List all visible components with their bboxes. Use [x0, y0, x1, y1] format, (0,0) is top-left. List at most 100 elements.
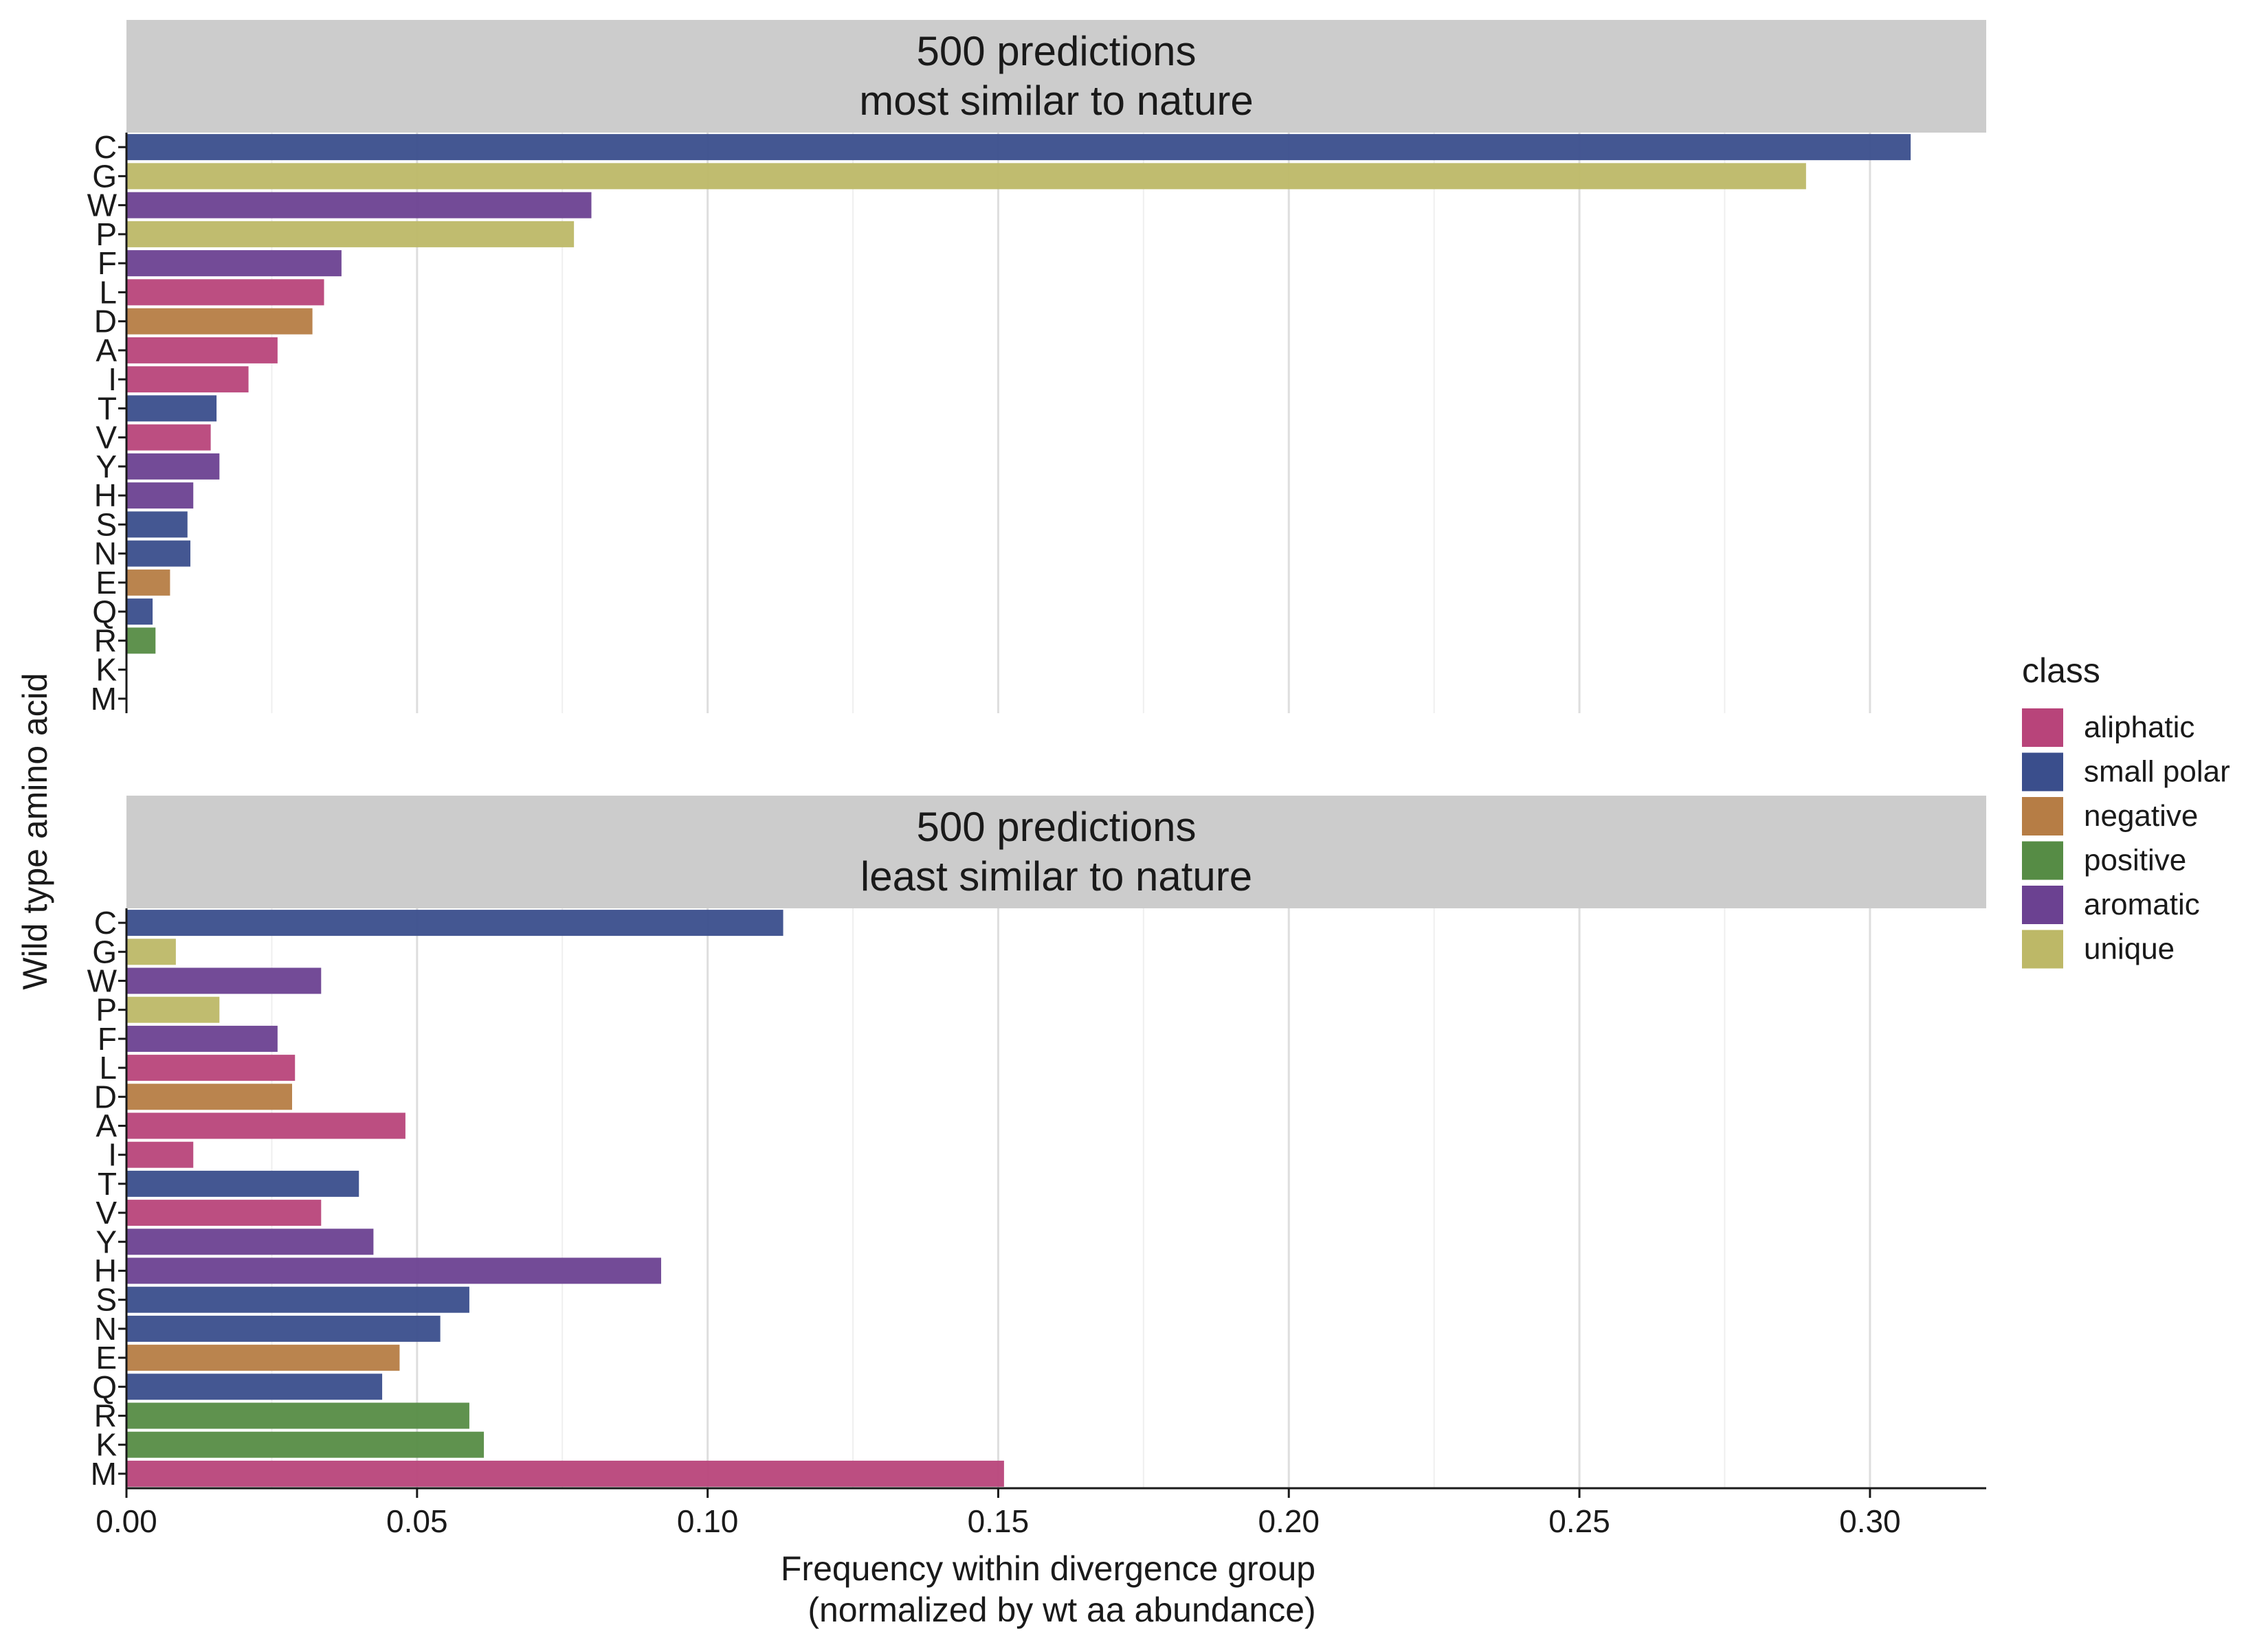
x-tick-label: 0.10: [677, 1503, 739, 1539]
panel-strip: [126, 796, 1986, 908]
x-tick-label: 0.00: [96, 1503, 157, 1539]
y-tick-label-H: H: [94, 1253, 117, 1289]
y-tick-label-R: R: [94, 622, 117, 658]
bar-G: [126, 163, 1806, 190]
bar-V: [126, 424, 211, 451]
bar-P: [126, 221, 575, 247]
x-tick-label: 0.20: [1258, 1503, 1320, 1539]
legend-label-negative: negative: [2084, 799, 2198, 833]
bar-R: [126, 1402, 469, 1429]
y-tick-label-D: D: [94, 304, 117, 339]
legend: class aliphatic small polar negative positi…: [2022, 651, 2230, 969]
x-tick-label: 0.25: [1548, 1503, 1610, 1539]
legend-label-aromatic: aromatic: [2084, 888, 2200, 921]
y-tick-label-M: M: [91, 681, 117, 717]
bar-S: [126, 1286, 469, 1313]
y-tick-label-E: E: [96, 1340, 117, 1376]
bar-Y: [126, 453, 220, 480]
y-tick-label-C: C: [94, 129, 117, 165]
bar-W: [126, 192, 592, 218]
panel-title-line1: 500 predictions: [917, 28, 1197, 74]
panel-title-line2: most similar to nature: [859, 78, 1254, 124]
legend-key-negative: [2022, 797, 2063, 835]
y-tick-label-W: W: [87, 188, 118, 223]
y-tick-label-S: S: [96, 506, 117, 542]
x-axis-title-line2: (normalized by wt aa abundance): [808, 1591, 1315, 1629]
bar-H: [126, 482, 194, 509]
y-tick-label-N: N: [94, 1311, 117, 1347]
bar-N: [126, 540, 191, 567]
y-tick-label-W: W: [87, 963, 118, 999]
bar-V: [126, 1200, 322, 1226]
legend-label-unique: unique: [2084, 932, 2175, 966]
bar-K: [126, 1431, 485, 1458]
y-tick-label-Q: Q: [92, 1369, 117, 1404]
bar-Q: [126, 598, 153, 625]
legend-label-small-polar: small polar: [2084, 755, 2230, 789]
y-tick-label-F: F: [98, 1021, 117, 1057]
y-tick-label-Y: Y: [96, 449, 117, 484]
x-tick-label: 0.30: [1839, 1503, 1901, 1539]
legend-key-aromatic: [2022, 886, 2063, 924]
y-tick-label-R: R: [94, 1398, 117, 1434]
bar-L: [126, 1055, 296, 1081]
y-tick-label-C: C: [94, 905, 117, 941]
x-tick-label: 0.05: [386, 1503, 448, 1539]
x-axis-title-line1: Frequency within divergence group: [781, 1549, 1315, 1588]
y-tick-label-Q: Q: [92, 594, 117, 629]
x-tick-label: 0.15: [968, 1503, 1030, 1539]
legend-key-unique: [2022, 930, 2063, 969]
bar-C: [126, 910, 783, 936]
y-tick-label-K: K: [96, 1427, 117, 1463]
y-tick-label-V: V: [96, 420, 117, 456]
bar-M: [126, 1460, 1004, 1487]
legend-title: class: [2022, 651, 2100, 690]
bar-E: [126, 569, 170, 596]
y-tick-label-N: N: [94, 536, 117, 572]
legend-label-aliphatic: aliphatic: [2084, 710, 2194, 744]
bar-D: [126, 1084, 293, 1110]
y-tick-label-F: F: [98, 245, 117, 281]
y-tick-label-P: P: [96, 992, 117, 1028]
panel-title-line2: least similar to nature: [860, 853, 1252, 899]
y-tick-label-L: L: [99, 274, 117, 310]
y-tick-label-S: S: [96, 1282, 117, 1318]
y-tick-label-G: G: [92, 158, 117, 194]
bar-W: [126, 967, 322, 994]
bar-I: [126, 366, 249, 393]
bar-Q: [126, 1373, 383, 1400]
bar-S: [126, 511, 188, 538]
y-axis-title: Wild type amino acid: [16, 673, 54, 989]
legend-key-positive: [2022, 841, 2063, 880]
y-tick-label-G: G: [92, 934, 117, 969]
y-tick-label-A: A: [96, 1108, 117, 1144]
y-tick-label-V: V: [96, 1195, 117, 1231]
bar-R: [126, 627, 156, 654]
bar-F: [126, 250, 342, 277]
bar-D: [126, 308, 313, 335]
legend-key-aliphatic: [2022, 708, 2063, 747]
y-tick-label-M: M: [91, 1456, 117, 1492]
y-tick-label-P: P: [96, 216, 117, 252]
y-tick-label-A: A: [96, 333, 117, 368]
bar-E: [126, 1345, 400, 1371]
bar-T: [126, 395, 217, 422]
bar-N: [126, 1315, 441, 1342]
y-tick-label-Y: Y: [96, 1224, 117, 1259]
y-tick-label-I: I: [108, 1137, 117, 1173]
bar-A: [126, 1112, 405, 1139]
y-tick-label-T: T: [98, 1166, 117, 1202]
bar-Y: [126, 1229, 374, 1255]
bar-T: [126, 1170, 359, 1197]
bar-P: [126, 996, 220, 1023]
panel-title-line1: 500 predictions: [917, 804, 1197, 850]
y-tick-label-D: D: [94, 1079, 117, 1114]
y-tick-label-I: I: [108, 361, 117, 397]
y-tick-label-T: T: [98, 390, 117, 426]
legend-key-small-polar: [2022, 752, 2063, 792]
bar-L: [126, 279, 324, 306]
